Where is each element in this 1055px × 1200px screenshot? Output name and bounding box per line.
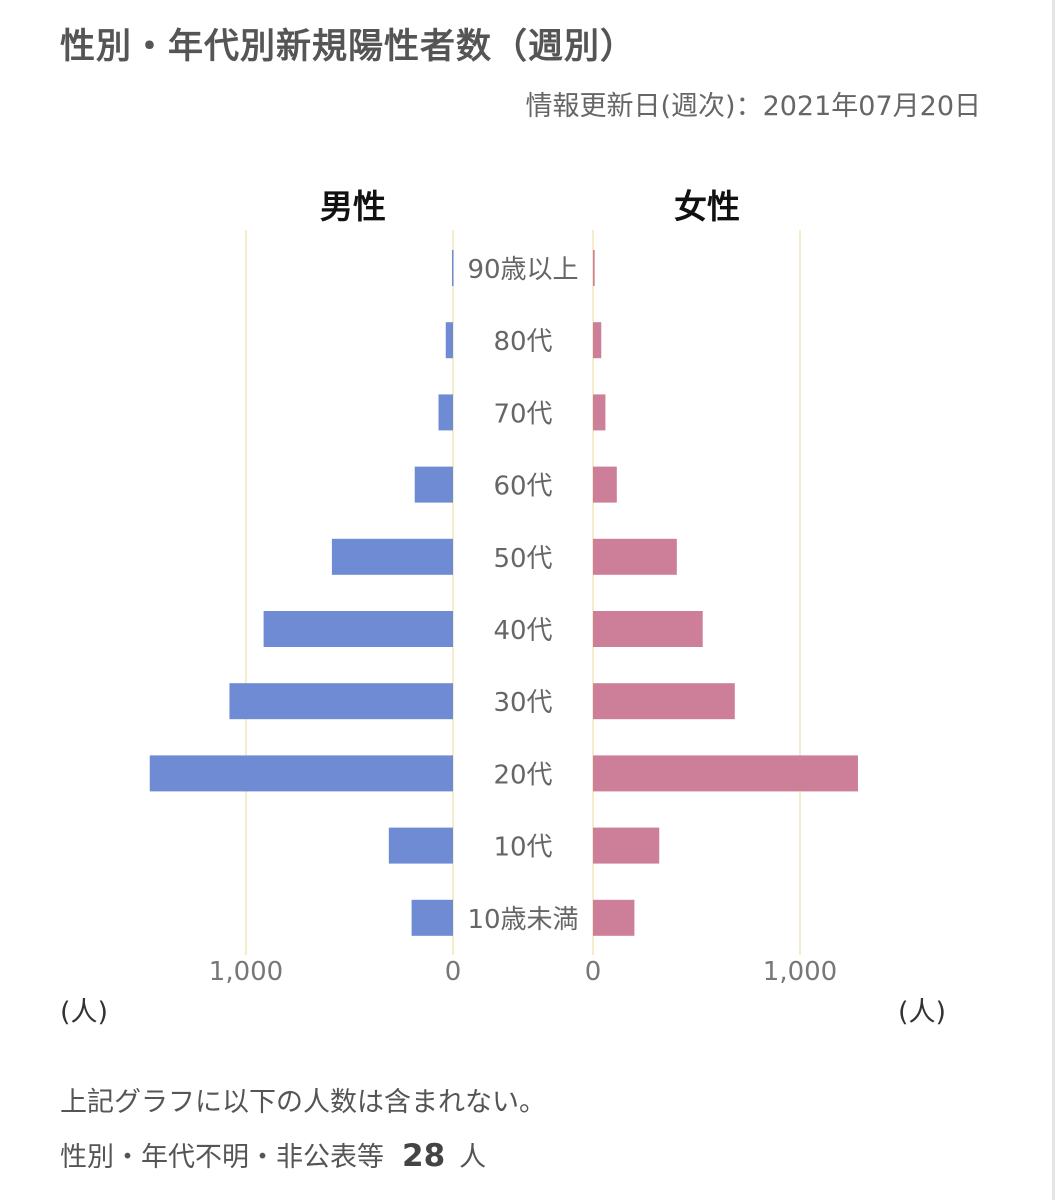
age-label-2: 70代 [493, 399, 552, 429]
age-label-1: 80代 [493, 327, 552, 357]
female-tick-label-0: 1,000 [763, 957, 837, 987]
female-heading: 女性 [674, 187, 740, 226]
male-heading: 男性 [320, 187, 386, 226]
male-bar-4 [331, 538, 453, 575]
age-label-4: 50代 [493, 544, 552, 574]
age-label-3: 60代 [493, 472, 552, 502]
age-label-7: 20代 [493, 760, 552, 790]
female-bar-1 [593, 322, 602, 359]
exclusion-note: 上記グラフに以下の人数は含まれない。 [60, 1087, 546, 1118]
female-bar-4 [593, 538, 677, 575]
female-bar-6 [593, 683, 735, 720]
male-bar-2 [438, 394, 453, 431]
male-bar-1 [445, 322, 453, 359]
age-label-5: 40代 [493, 616, 552, 646]
female-bar-7 [593, 755, 858, 792]
chart-title: 性別・年代別新規陽性者数（週別） [60, 27, 637, 67]
female-unit-label: (人) [898, 997, 947, 1028]
female-bar-9 [593, 899, 635, 936]
male-unit-label: (人) [60, 997, 109, 1028]
male-bar-7 [149, 755, 453, 792]
right-edge-divider [1052, 0, 1055, 1200]
age-label-0: 90歳以上 [467, 255, 578, 285]
age-label-6: 30代 [493, 688, 552, 718]
male-bar-3 [414, 466, 453, 503]
female-bar-5 [593, 611, 703, 647]
female-bar-8 [593, 827, 660, 864]
unknown-count-value: 28 [402, 1138, 446, 1174]
unknown-count-unit: 人 [459, 1142, 487, 1173]
female-bar-0 [593, 250, 595, 286]
female-bar-3 [593, 466, 617, 503]
age-label-8: 10代 [493, 833, 552, 863]
unknown-count-label: 性別・年代不明・非公表等 [60, 1142, 384, 1173]
male-bar-0 [451, 250, 454, 286]
male-bar-9 [411, 899, 453, 936]
population-pyramid-chart: 90歳以上 80代 70代 60代 50代 40代 30代 20代 10代 10歳未満 1,000 1… [149, 230, 858, 987]
male-tick-label-1: 0 [445, 957, 462, 987]
male-tick-label-0: 1,000 [209, 957, 283, 987]
unknown-count-note: 性別・年代不明・非公表等 28 人 [60, 1135, 486, 1174]
female-bar-2 [593, 394, 606, 431]
age-label-9: 10歳未満 [467, 905, 578, 935]
male-bar-8 [388, 827, 453, 864]
male-bar-6 [229, 683, 453, 720]
male-bar-5 [263, 611, 453, 647]
update-date: 情報更新日(週次)：2021年07月20日 [525, 91, 982, 122]
female-tick-label-1: 0 [585, 957, 602, 987]
